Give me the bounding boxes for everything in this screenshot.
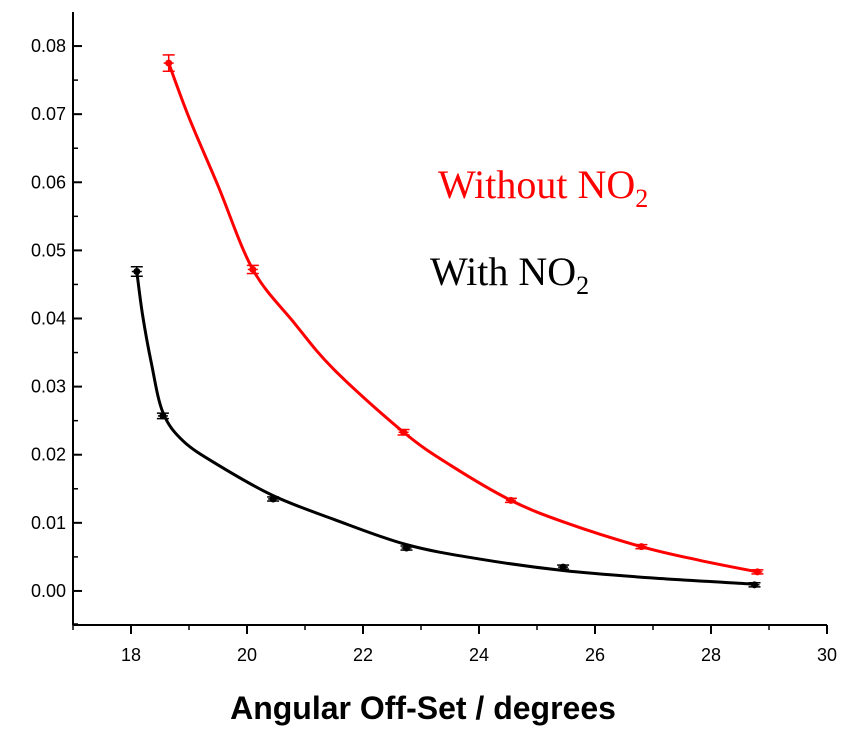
y-tick-label: 0.02 (31, 445, 66, 465)
data-markers (130, 54, 764, 589)
data-point-0 (504, 496, 517, 504)
data-point-1 (267, 495, 280, 503)
x-tick-label: 18 (121, 645, 141, 665)
x-tick-label: 28 (701, 645, 721, 665)
x-tick-label: 30 (817, 645, 837, 665)
data-point-0 (635, 543, 648, 551)
y-tick-label: 0.04 (31, 309, 66, 329)
x-tick-label: 20 (237, 645, 257, 665)
data-point-0 (397, 428, 410, 436)
legend-with-no2: With NO2 (430, 249, 589, 300)
axes: 0.00 0.01 0.02 0.03 0.04 0.05 0.06 0.07 0.08 18 20… (31, 12, 837, 665)
fit-curves (135, 62, 758, 586)
y-tick-label: 0.07 (31, 104, 66, 124)
data-point-0 (246, 264, 259, 275)
data-point-0 (751, 568, 764, 576)
y-tick-label: 0.03 (31, 377, 66, 397)
legend-without-no2: Without NO2 (438, 162, 648, 213)
fit-curve-0 (167, 62, 758, 574)
data-point-1 (748, 581, 761, 589)
y-tick-label: 0.01 (31, 513, 66, 533)
fit-curve-1 (135, 271, 755, 586)
data-point-1 (156, 412, 169, 420)
x-tick-label: 26 (585, 645, 605, 665)
y-tick-label: 0.06 (31, 172, 66, 192)
y-tick-label: 0.08 (31, 36, 66, 56)
legend: Without NO2 With NO2 (430, 162, 648, 300)
x-tick-label: 24 (469, 645, 489, 665)
y-tick-label: 0.05 (31, 240, 66, 260)
x-tick-label: 22 (353, 645, 373, 665)
data-point-1 (400, 544, 413, 552)
y-tick-label: 0.00 (31, 581, 66, 601)
x-axis-label: Angular Off-Set / degrees (230, 690, 616, 726)
data-point-0 (162, 54, 175, 73)
data-point-1 (130, 265, 143, 278)
data-point-1 (557, 563, 570, 571)
